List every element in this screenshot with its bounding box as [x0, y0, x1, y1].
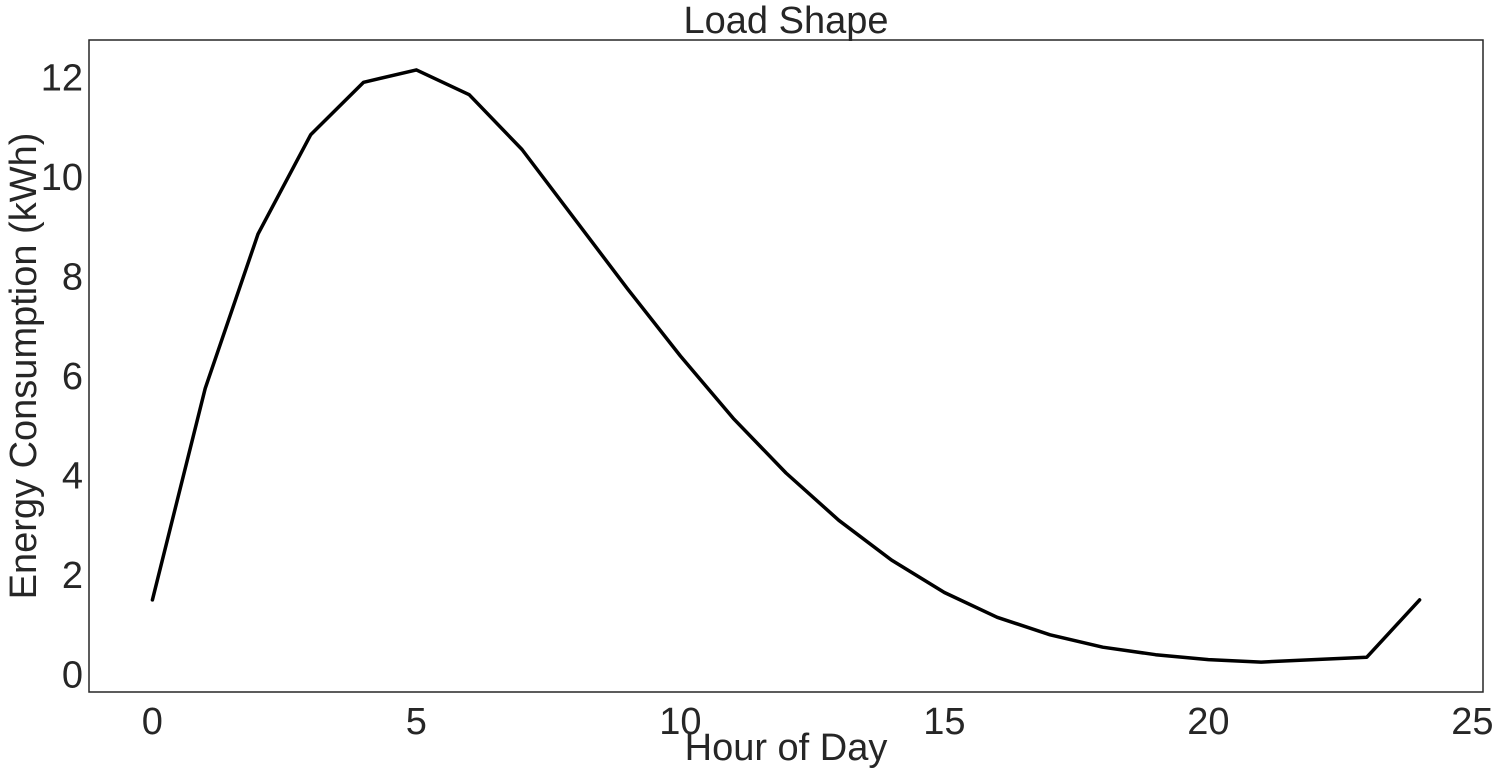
x-tick-label: 5 — [406, 701, 427, 743]
x-axis-label: Hour of Day — [685, 727, 888, 769]
y-tick-label: 4 — [62, 455, 83, 497]
x-tick-label: 20 — [1187, 701, 1229, 743]
y-tick-label: 0 — [62, 655, 83, 697]
y-tick-label: 6 — [62, 356, 83, 398]
x-tick-label: 15 — [923, 701, 965, 743]
chart-title: Load Shape — [684, 0, 889, 42]
y-tick-label: 8 — [62, 256, 83, 298]
y-tick-label: 2 — [62, 555, 83, 597]
x-tick-label: 0 — [142, 701, 163, 743]
y-axis-ticks: 0 2 4 6 8 10 12 — [41, 57, 83, 696]
y-tick-label: 10 — [41, 157, 83, 199]
y-axis-label: Energy Consumption (kWh) — [3, 133, 45, 600]
x-axis-ticks: 0 5 10 15 20 25 — [142, 701, 1494, 743]
x-tick-label: 25 — [1451, 701, 1493, 743]
series-layer — [150, 68, 1422, 664]
series-line — [150, 68, 1422, 664]
y-tick-label: 12 — [41, 57, 83, 99]
plot-area — [88, 39, 1484, 693]
x-tick-label: 10 — [659, 701, 701, 743]
